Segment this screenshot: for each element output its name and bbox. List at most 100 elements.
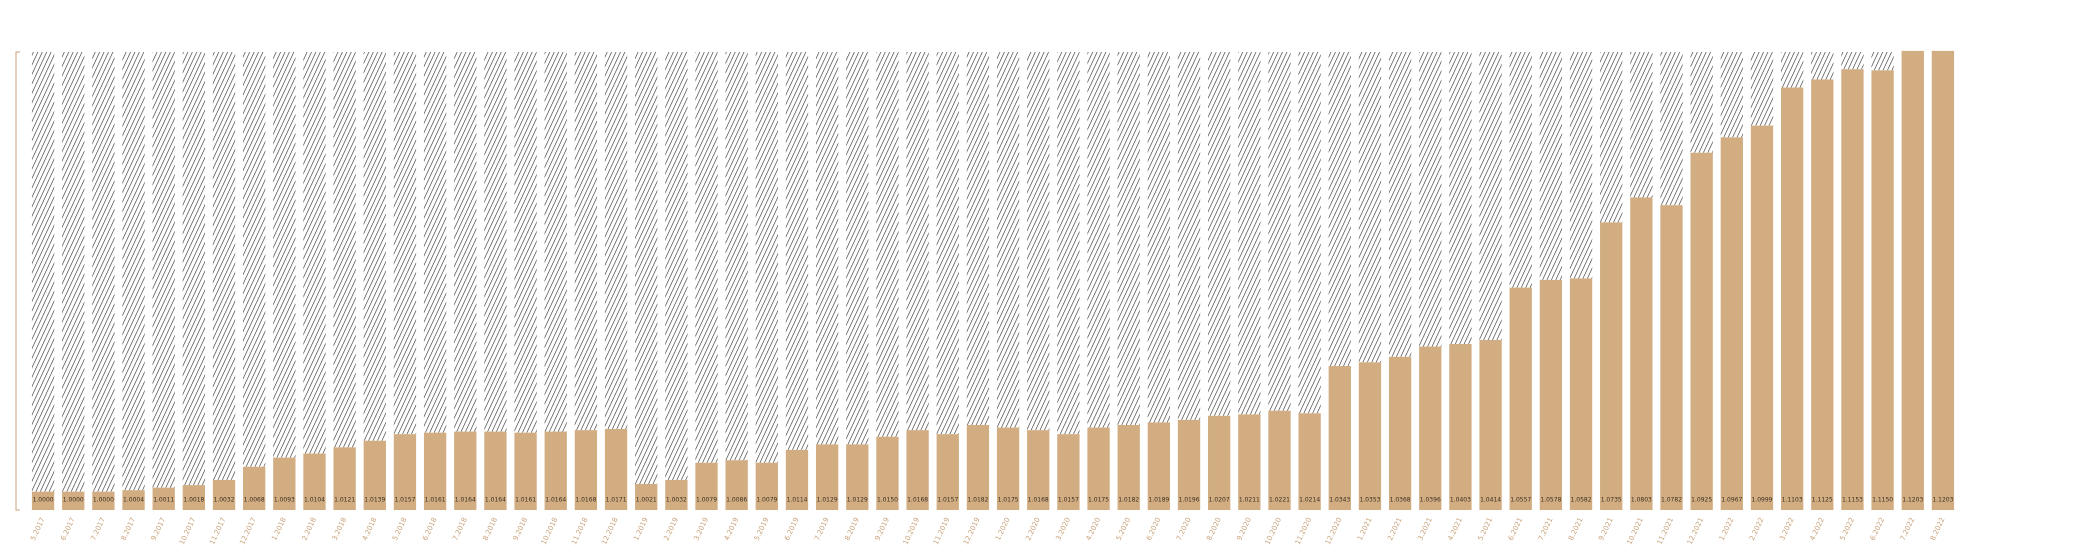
x-tick-label: 1.2020	[994, 516, 1012, 542]
value-label: 1.0129	[817, 497, 838, 504]
bar	[815, 444, 839, 510]
x-tick-label: 7.2017	[89, 516, 107, 542]
value-label: 1.1103	[1782, 497, 1803, 504]
x-tick-label: 5.2018	[391, 516, 409, 542]
x-tick-label: 4.2019	[723, 516, 741, 542]
bar	[122, 490, 145, 510]
bar	[1087, 427, 1110, 510]
value-label: 1.0079	[696, 497, 717, 504]
bar	[1509, 287, 1532, 510]
bar-remainder	[1328, 52, 1351, 367]
value-label: 1.0782	[1661, 497, 1682, 504]
bar-remainder	[604, 52, 628, 430]
value-label: 1.1153	[1842, 497, 1863, 504]
value-label: 1.0211	[1239, 497, 1260, 504]
x-tick-label: 6.2020	[1145, 516, 1163, 542]
bar	[62, 491, 85, 510]
bar-remainder	[303, 52, 326, 454]
value-label: 1.0161	[425, 497, 446, 504]
bar-remainder	[182, 52, 206, 486]
value-label: 1.0000	[63, 497, 84, 504]
value-label: 1.1203	[1932, 497, 1953, 504]
x-tick-label: 6.2019	[783, 516, 801, 542]
x-tick-label: 11.2020	[1294, 516, 1313, 546]
bar	[1268, 410, 1291, 510]
x-tick-label: 5.2021	[1477, 516, 1495, 542]
value-label: 1.0157	[394, 497, 415, 504]
bar-remainder	[1750, 52, 1774, 126]
bracket	[15, 51, 20, 511]
bar-remainder	[755, 52, 778, 463]
bar-remainder	[393, 52, 417, 435]
bar-remainder	[966, 52, 990, 425]
x-tick-label: 4.2020	[1085, 516, 1103, 542]
bar-remainder	[1660, 52, 1683, 206]
value-label: 1.0557	[1510, 497, 1531, 504]
value-label: 1.0414	[1480, 497, 1501, 504]
value-label: 1.0139	[364, 497, 385, 504]
x-tick-label: 8.2021	[1567, 516, 1585, 542]
bar-remainder	[665, 52, 688, 480]
x-tick-label: 3.2018	[331, 516, 349, 542]
value-label: 1.0032	[666, 497, 687, 504]
x-tick-label: 8.2020	[1205, 516, 1223, 542]
bar	[182, 485, 206, 510]
x-tick-label: 1.2021	[1356, 516, 1374, 542]
bar	[423, 432, 447, 510]
value-label: 1.0182	[1118, 497, 1139, 504]
value-label: 1.0189	[1148, 497, 1169, 504]
bar	[273, 457, 296, 510]
bar	[243, 466, 266, 510]
x-tick-label: 5.2019	[753, 516, 771, 542]
bar	[665, 479, 688, 510]
x-tick-label: 4.2021	[1446, 516, 1464, 542]
bar-remainder	[1871, 52, 1894, 71]
bar-remainder	[1690, 52, 1713, 153]
value-label: 1.0018	[183, 497, 204, 504]
bar	[393, 434, 417, 510]
bar	[1328, 366, 1351, 510]
bar-remainder	[1177, 52, 1201, 420]
x-tick-label: 9.2018	[512, 516, 530, 542]
value-label: 1.0168	[907, 497, 928, 504]
x-tick-label: 10.2019	[902, 516, 921, 546]
bar-remainder	[1147, 52, 1171, 423]
bar	[1449, 344, 1472, 510]
bar	[212, 479, 236, 510]
value-label: 1.0079	[756, 497, 777, 504]
bar-remainder	[1238, 52, 1261, 415]
value-label: 1.0803	[1631, 497, 1652, 504]
bar-remainder	[1509, 52, 1532, 288]
bar-remainder	[695, 52, 718, 463]
bar-remainder	[1419, 52, 1442, 347]
bar	[544, 431, 567, 510]
bar	[31, 491, 55, 510]
bar-remainder	[876, 52, 899, 437]
bar	[1238, 414, 1261, 510]
value-label: 1.0171	[606, 497, 627, 504]
bar-remainder	[1569, 52, 1593, 279]
x-tick-label: 2.2018	[301, 516, 319, 542]
bar	[695, 462, 718, 510]
bar-remainder	[1117, 52, 1140, 425]
bar-remainder	[333, 52, 356, 448]
value-label: 1.0999	[1751, 497, 1772, 504]
bar-remainder	[725, 52, 748, 461]
bar	[755, 462, 778, 510]
x-tick-label: 7.2022	[1899, 516, 1917, 542]
bar	[1419, 346, 1442, 510]
bar-remainder	[1208, 52, 1231, 416]
bar	[846, 444, 869, 510]
bar-remainder	[62, 52, 85, 492]
value-label: 1.0403	[1450, 497, 1471, 504]
x-tick-label: 7.2019	[813, 516, 831, 542]
bar	[1298, 413, 1321, 510]
bar	[1388, 356, 1412, 510]
x-tick-label: 9.2019	[873, 516, 891, 542]
x-tick-label: 8.2022	[1929, 516, 1947, 542]
bar	[725, 460, 748, 510]
value-label: 1.1125	[1812, 497, 1833, 504]
value-label: 1.0150	[877, 497, 898, 504]
x-tick-label: 5.2017	[29, 516, 47, 542]
